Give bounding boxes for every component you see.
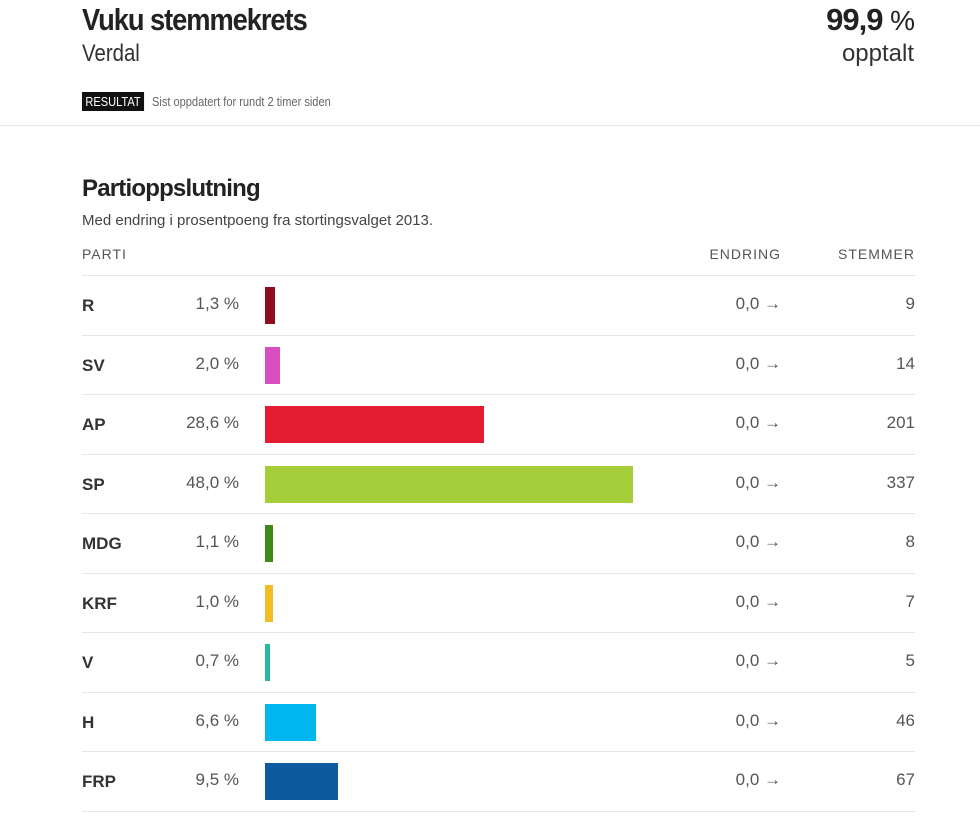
table-row: H 6,6 % 0,0 → 46 [82,693,915,752]
share-bar [265,525,274,562]
change-value: 0,0 → [735,591,781,611]
status-badge: RESULTAT [82,92,145,111]
share-bar [265,703,316,741]
section-description: Med endring i prosentpoeng fra stortings… [82,212,434,229]
share-percent: 48,0 % [186,472,239,492]
vote-count: 201 [886,413,915,432]
party-name: R [82,296,95,315]
vote-count: 46 [896,710,915,730]
table-row: MDG 1,1 % 0,0 → 8 [82,514,915,574]
party-name: MDG [82,534,122,553]
table-row: R 1,3 % 0,0 → 9 [82,276,915,336]
share-percent: 1,1 % [195,532,239,551]
table-row: AP 28,6 % 0,0 → 201 [82,395,915,455]
share-percent: 9,5 % [195,770,239,789]
party-name: SP [82,474,105,494]
vote-count: 337 [886,472,915,492]
share-bar [265,346,281,384]
vote-count: 67 [896,770,915,789]
column-header-votes: STEMMER [838,246,915,262]
share-bar [265,644,271,681]
share-percent: 1,0 % [195,591,239,611]
share-percent: 1,3 % [195,294,239,313]
party-name: SV [82,355,105,375]
party-name: H [82,712,95,732]
share-percent: 0,7 % [195,651,239,670]
change-value: 0,0 → [735,710,781,730]
share-bar [265,465,634,503]
party-name: KRF [82,593,117,613]
table-row: FRP 9,5 % 0,0 → 67 [82,752,915,812]
share-bar [265,763,338,800]
updated-text: Sist oppdatert for rundt 2 timer siden [152,94,331,109]
counted-percent: 99,9 % [826,2,915,38]
vote-count: 8 [905,532,915,551]
share-percent: 6,6 % [195,710,239,730]
share-percent: 2,0 % [195,353,239,373]
table-row: KRF 1,0 % 0,0 → 7 [82,574,915,633]
table-row: SP 48,0 % 0,0 → 337 [82,455,915,514]
party-name: AP [82,415,106,434]
change-value: 0,0 → [735,472,781,492]
table-row: SV 2,0 % 0,0 → 14 [82,336,915,395]
change-value: 0,0 → [735,770,781,789]
party-name: FRP [82,772,116,791]
page-title: Vuku stemmekrets [82,2,308,37]
share-percent: 28,6 % [186,413,239,432]
change-value: 0,0 → [735,532,781,551]
vote-count: 7 [905,591,915,611]
section-title: Partioppslutning [82,175,261,202]
column-header-change: ENDRING [709,246,781,262]
municipality: Verdal [82,40,140,67]
vote-count: 5 [905,651,915,670]
counted-unit: % [890,5,915,36]
vote-count: 14 [896,353,915,373]
results-table: R 1,3 % 0,0 → 9 SV 2,0 % 0,0 → 14 AP 28,6 … [82,275,915,812]
change-value: 0,0 → [735,651,781,670]
page-header: Vuku stemmekrets Verdal RESULTAT Sist op… [0,0,980,126]
party-name: V [82,653,94,672]
table-row: V 0,7 % 0,0 → 5 [82,633,915,693]
column-header-party: PARTI [82,246,127,262]
share-bar [265,287,275,324]
share-bar [265,584,273,622]
share-bar [265,406,485,443]
change-value: 0,0 → [735,294,781,313]
change-value: 0,0 → [735,413,781,432]
change-value: 0,0 → [735,353,781,373]
counted-value: 99,9 [826,2,883,37]
vote-count: 9 [905,294,915,313]
counted-label: opptalt [841,40,914,67]
